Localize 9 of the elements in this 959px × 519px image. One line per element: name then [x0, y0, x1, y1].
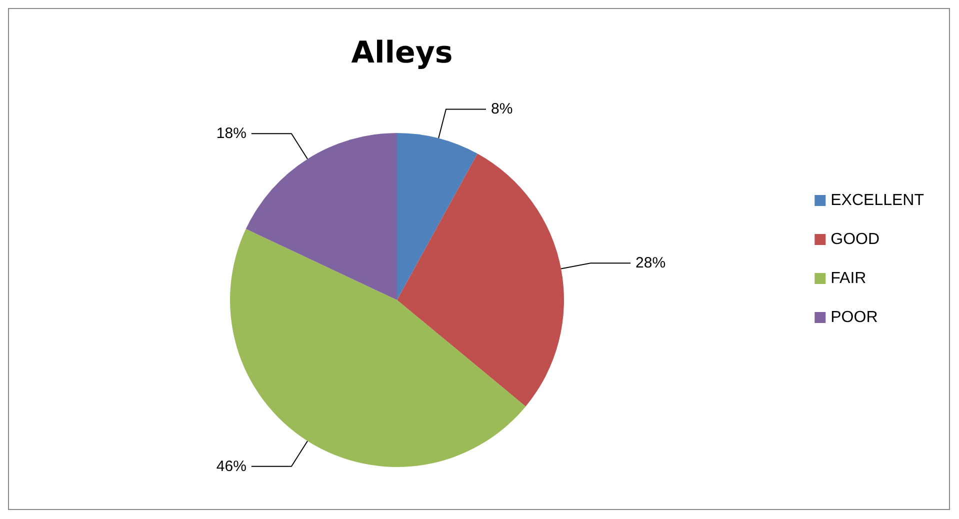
legend-label: FAIR	[830, 270, 866, 287]
legend-label: EXCELLENT	[830, 192, 924, 209]
data-label: 46%	[216, 458, 246, 475]
data-label: 8%	[490, 100, 513, 118]
legend-label: POOR	[830, 309, 878, 326]
data-label: 28%	[636, 254, 666, 272]
data-label: 18%	[216, 125, 246, 142]
chart-title: Alleys	[351, 36, 453, 70]
legend-label: GOOD	[830, 231, 880, 248]
